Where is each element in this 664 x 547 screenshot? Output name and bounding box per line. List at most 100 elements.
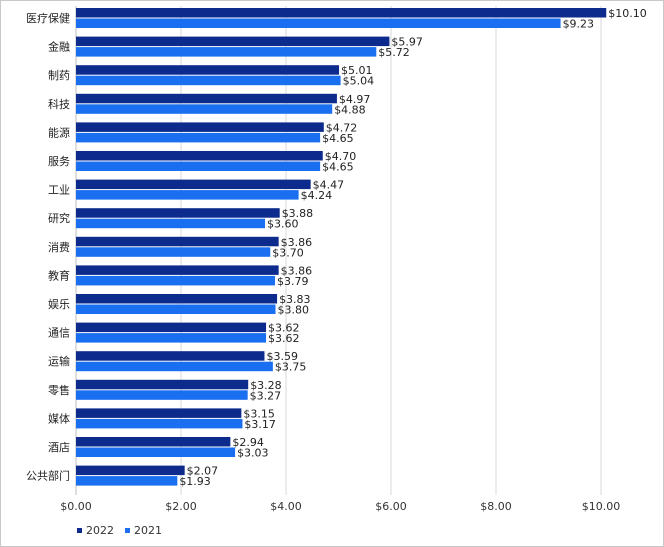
category-label: 科技 (48, 97, 70, 111)
bar-2021 (76, 247, 271, 257)
bar-2021 (76, 47, 377, 57)
value-label-2022: $3.86 (281, 264, 313, 277)
bar-2021 (76, 275, 275, 286)
value-label-2022: $2.07 (187, 465, 219, 478)
bar-2021 (76, 18, 561, 28)
category-label: 工业 (48, 184, 70, 197)
value-label-2021: $3.27 (250, 389, 281, 402)
category-label: 娱乐 (48, 297, 70, 311)
value-label-2022: $5.97 (391, 36, 423, 49)
x-tick-label: $8.00 (480, 500, 512, 513)
category-label: 公共部门 (26, 469, 70, 483)
x-tick-label: $10.00 (582, 500, 621, 513)
value-label-2022: $3.88 (282, 207, 314, 220)
bar-2022 (76, 93, 337, 104)
category-label: 运输 (48, 354, 70, 368)
category-label: 医疗保健 (26, 11, 70, 25)
bar-2022 (76, 465, 185, 476)
bar-2021 (76, 104, 333, 114)
bar-2022 (76, 408, 242, 418)
bar-2021 (76, 132, 321, 143)
legend-label-2021: 2021 (134, 524, 162, 537)
bar-2022 (76, 322, 267, 333)
bar-2022 (76, 236, 279, 247)
category-label: 能源 (48, 125, 70, 139)
bar-2021 (76, 75, 341, 86)
value-label-2021: $3.75 (275, 361, 307, 374)
value-label-2022: $3.59 (266, 350, 298, 363)
value-label-2022: $4.97 (339, 93, 371, 106)
value-label-2021: $9.23 (563, 18, 595, 31)
value-label-2022: $5.01 (341, 64, 373, 77)
value-label-2021: $3.60 (267, 218, 299, 231)
bar-2021 (76, 476, 178, 486)
legend: 2022 2021 (77, 524, 162, 537)
value-label-2022: $3.83 (279, 293, 311, 306)
value-label-2021: $3.17 (244, 418, 275, 431)
bar-2021 (76, 190, 299, 200)
value-label-2021: $3.79 (277, 275, 309, 288)
value-label-2021: $5.04 (343, 75, 375, 88)
legend-label-2022: 2022 (86, 524, 114, 537)
value-label-2022: $3.28 (250, 379, 282, 392)
value-label-2022: $3.15 (243, 407, 275, 420)
value-label-2021: $3.03 (237, 447, 269, 460)
value-label-2021: $3.80 (278, 304, 310, 317)
x-tick-label: $4.00 (270, 500, 302, 513)
value-label-2021: $4.65 (322, 132, 354, 145)
bar-2022 (76, 437, 231, 447)
legend-swatch-2022 (77, 528, 82, 533)
bar-2022 (76, 294, 278, 304)
bars (76, 8, 607, 486)
bar-2022 (76, 208, 280, 218)
category-label: 酒店 (48, 440, 70, 454)
x-axis-ticks: $0.00 $2.00 $4.00 $6.00 $8.00 $10.00 (60, 500, 620, 513)
x-tick-label: $6.00 (375, 500, 407, 513)
bar-2022 (76, 179, 311, 190)
bar-2021 (76, 304, 276, 314)
category-label: 通信 (48, 327, 70, 340)
value-label-2021: $4.65 (322, 161, 354, 174)
category-label: 消费 (48, 240, 70, 254)
category-label: 媒体 (48, 411, 70, 425)
bar-2021 (76, 161, 321, 171)
bar-2021 (76, 333, 267, 343)
category-label: 教育 (48, 268, 70, 282)
value-label-2021: $5.72 (378, 46, 410, 59)
value-label-2021: $4.24 (301, 189, 333, 202)
bar-2022 (76, 151, 323, 161)
value-label-2021: $4.88 (334, 103, 366, 116)
value-label-2022: $4.47 (313, 179, 345, 192)
value-label-2022: $3.86 (281, 236, 313, 249)
bar-2022 (76, 36, 390, 47)
bar-2021 (76, 361, 273, 372)
bar-2021 (76, 418, 243, 429)
bar-2022 (76, 122, 324, 132)
value-label-2022: $3.62 (268, 322, 300, 335)
bar-2021 (76, 447, 236, 457)
bar-2022 (76, 351, 265, 361)
x-tick-label: $2.00 (165, 500, 197, 513)
bar-2022 (76, 379, 249, 390)
category-label: 研究 (48, 211, 70, 225)
value-label-2021: $3.70 (272, 246, 304, 259)
category-label: 零售 (48, 383, 70, 397)
bar-2022 (76, 65, 340, 75)
category-label: 服务 (48, 155, 70, 168)
value-label-2021: $1.93 (179, 475, 211, 488)
value-label-2021: $3.62 (268, 332, 300, 345)
x-tick-label: $0.00 (60, 500, 92, 513)
bar-2022 (76, 265, 279, 275)
legend-swatch-2021 (125, 528, 130, 533)
category-label: 制药 (48, 69, 70, 82)
value-label-2022: $2.94 (232, 436, 264, 449)
value-labels: $10.10 $9.23 $5.97$5.72 $5.01$5.04 $4.97$4.8… (179, 7, 646, 488)
value-label-2022: $10.10 (608, 7, 647, 20)
value-label-2022: $4.72 (326, 121, 358, 134)
bar-2022 (76, 8, 607, 18)
bar-2021 (76, 390, 248, 400)
value-label-2022: $4.70 (325, 150, 357, 163)
